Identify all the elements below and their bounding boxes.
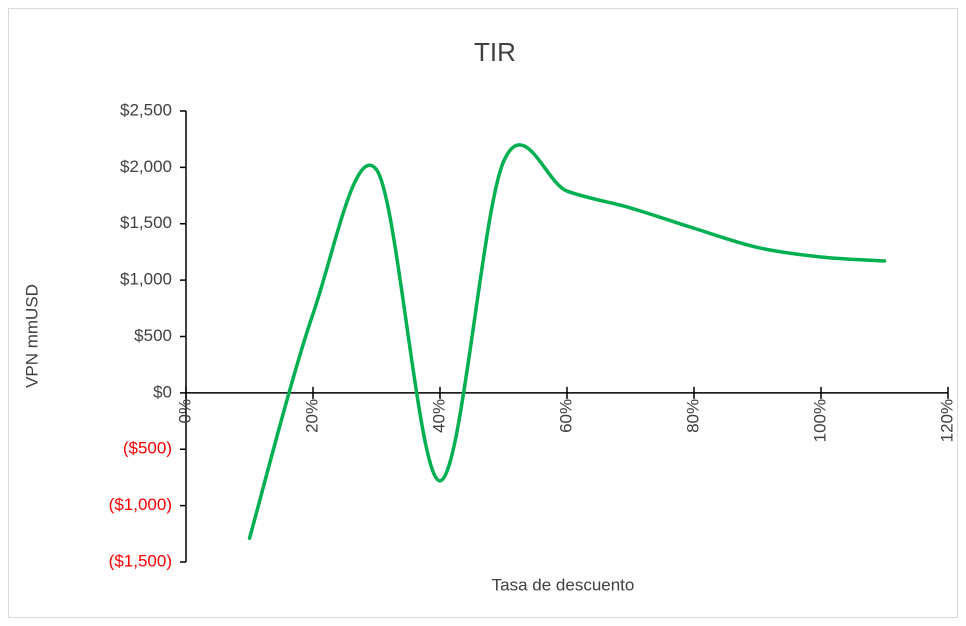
- x-tick-label: 100%: [810, 399, 829, 442]
- x-tick-label: 0%: [175, 399, 194, 424]
- x-tick-label: 60%: [556, 399, 575, 433]
- y-tick-label: $0: [153, 382, 172, 401]
- x-tick-label: 40%: [429, 399, 448, 433]
- y-tick-label: $1,500: [120, 213, 172, 232]
- y-tick-label: ($500): [123, 439, 172, 458]
- chart-border: [8, 8, 958, 618]
- y-tick-label: $2,500: [120, 100, 172, 119]
- y-tick-label: $1,000: [120, 270, 172, 289]
- x-axis-label: Tasa de descuento: [492, 575, 635, 594]
- y-axis-label: VPN mmUSD: [22, 284, 41, 388]
- data-line: [247, 143, 887, 541]
- chart-title: TIR: [474, 37, 516, 67]
- x-tick-label: 80%: [683, 399, 702, 433]
- y-tick-label: ($1,500): [109, 551, 172, 570]
- y-tick-label: $2,000: [120, 157, 172, 176]
- y-tick-label: $500: [134, 326, 172, 345]
- y-tick-label: ($1,000): [109, 495, 172, 514]
- x-tick-label: 120%: [937, 399, 956, 442]
- x-tick-label: 20%: [302, 399, 321, 433]
